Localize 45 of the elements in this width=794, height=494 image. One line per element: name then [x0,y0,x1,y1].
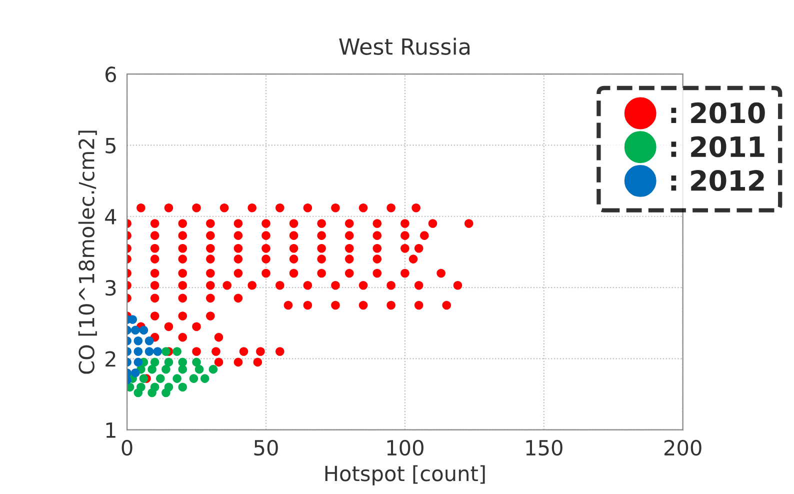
point [134,358,143,367]
point [178,382,188,392]
y-tick-label: 5 [106,138,116,154]
legend-label: : 2011 [671,136,764,158]
point [130,368,140,378]
chart-title: West Russia [339,38,470,55]
point [148,364,156,374]
y-tick-label: 4 [105,209,116,224]
point [194,364,204,374]
point [156,374,165,383]
point [164,358,174,367]
point [134,388,143,398]
point [148,388,156,398]
x-tick-label: 100 [387,440,424,456]
point [150,358,160,367]
y-tick-label: 6 [106,66,116,82]
point [162,388,170,398]
point [144,336,154,346]
point [172,347,182,356]
point [200,374,210,383]
point [208,364,218,374]
point [153,347,162,356]
y-tick-label: 3 [106,280,116,296]
point [162,364,170,374]
point [134,336,143,346]
y-axis-title: CO [10^18molec./cm2] [78,130,97,374]
legend-label: : 2012 [671,170,764,192]
point [189,374,198,383]
point [144,347,154,356]
x-axis-title: Hotspot [count] [325,465,485,486]
x-tick-label: 0 [122,440,132,456]
x-tick-label: 200 [664,440,702,456]
point [178,364,188,374]
point [130,326,140,335]
y-tick-label: 2 [106,351,116,367]
point [134,347,143,356]
point [162,347,170,356]
point [139,374,148,383]
point [172,374,182,383]
point [192,358,201,367]
y-tick-label: 1 [106,422,116,438]
x-tick-label: 50 [254,440,278,456]
x-tick-label: 150 [526,440,562,456]
point [139,326,148,335]
legend-label: : 2010 [671,102,765,124]
